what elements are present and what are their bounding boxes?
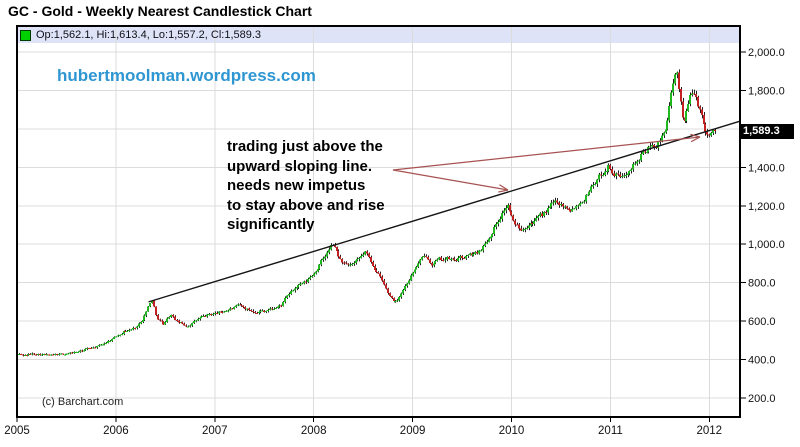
annotation-line: upward sloping line. xyxy=(227,157,373,175)
svg-text:1,800.0: 1,800.0 xyxy=(748,85,785,97)
annotation-line: trading just above the xyxy=(227,138,383,155)
annotation-line: to stay above and rise xyxy=(227,196,385,214)
svg-text:2008: 2008 xyxy=(301,425,327,437)
svg-text:400.0: 400.0 xyxy=(748,355,776,367)
last-price-flag: 1,589.3 xyxy=(740,124,794,139)
svg-text:2006: 2006 xyxy=(103,425,129,437)
svg-text:2,000.0: 2,000.0 xyxy=(748,47,785,59)
svg-text:200.0: 200.0 xyxy=(748,393,776,405)
svg-text:2012: 2012 xyxy=(697,425,723,437)
svg-text:2010: 2010 xyxy=(499,425,525,437)
svg-text:600.0: 600.0 xyxy=(748,316,776,328)
watermark-text: hubertmoolman.wordpress.com xyxy=(57,66,316,85)
svg-text:2005: 2005 xyxy=(4,425,30,437)
annotation-note: trading just above the upward sloping li… xyxy=(227,137,385,235)
svg-text:2007: 2007 xyxy=(202,425,228,437)
svg-text:1,400.0: 1,400.0 xyxy=(748,162,785,174)
ohlc-legend: Op:1,562.1, Hi:1,613.4, Lo:1,557.2, Cl:1… xyxy=(20,29,261,41)
svg-text:2011: 2011 xyxy=(598,425,623,437)
copyright-label: (c) Barchart.com xyxy=(42,396,124,408)
green-square-icon xyxy=(20,29,31,41)
svg-text:1,200.0: 1,200.0 xyxy=(748,201,785,213)
svg-text:2009: 2009 xyxy=(400,425,426,437)
annotation-line: needs new impetus xyxy=(227,177,366,194)
annotation-line: significantly xyxy=(227,216,315,233)
svg-text:800.0: 800.0 xyxy=(748,278,776,290)
ohlc-legend-text: Op:1,562.1, Hi:1,613.4, Lo:1,557.2, Cl:1… xyxy=(36,29,262,41)
svg-text:1,000.0: 1,000.0 xyxy=(748,239,785,251)
page-title: GC - Gold - Weekly Nearest Candlestick C… xyxy=(8,3,312,19)
